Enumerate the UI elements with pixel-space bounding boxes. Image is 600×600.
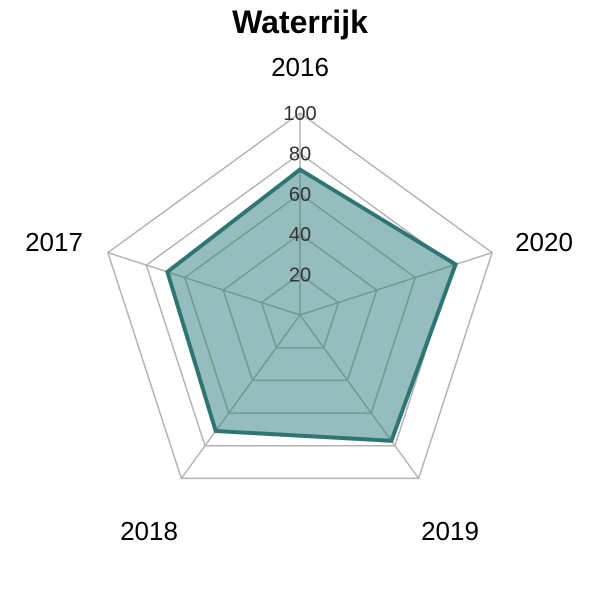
grid-ring <box>107 112 493 480</box>
series-area <box>165 167 459 443</box>
axis-label: 2016 <box>271 52 329 82</box>
axis-label: 2018 <box>120 516 178 546</box>
radial-tick-labels: 20 40 60 80 100 <box>283 103 316 287</box>
tick-label: 100 <box>283 103 316 125</box>
axis-label: 2017 <box>25 227 83 257</box>
radar-series <box>165 167 459 443</box>
axis-labels: 2016 2020 2019 2018 2017 <box>25 52 573 546</box>
axis-label: 2019 <box>421 516 479 546</box>
tick-label: 20 <box>289 265 311 287</box>
tick-label: 60 <box>289 184 311 206</box>
chart-title: Waterrijk <box>232 4 368 40</box>
tick-label: 80 <box>289 143 311 165</box>
tick-label: 40 <box>289 224 311 246</box>
axis-label: 2020 <box>515 227 573 257</box>
